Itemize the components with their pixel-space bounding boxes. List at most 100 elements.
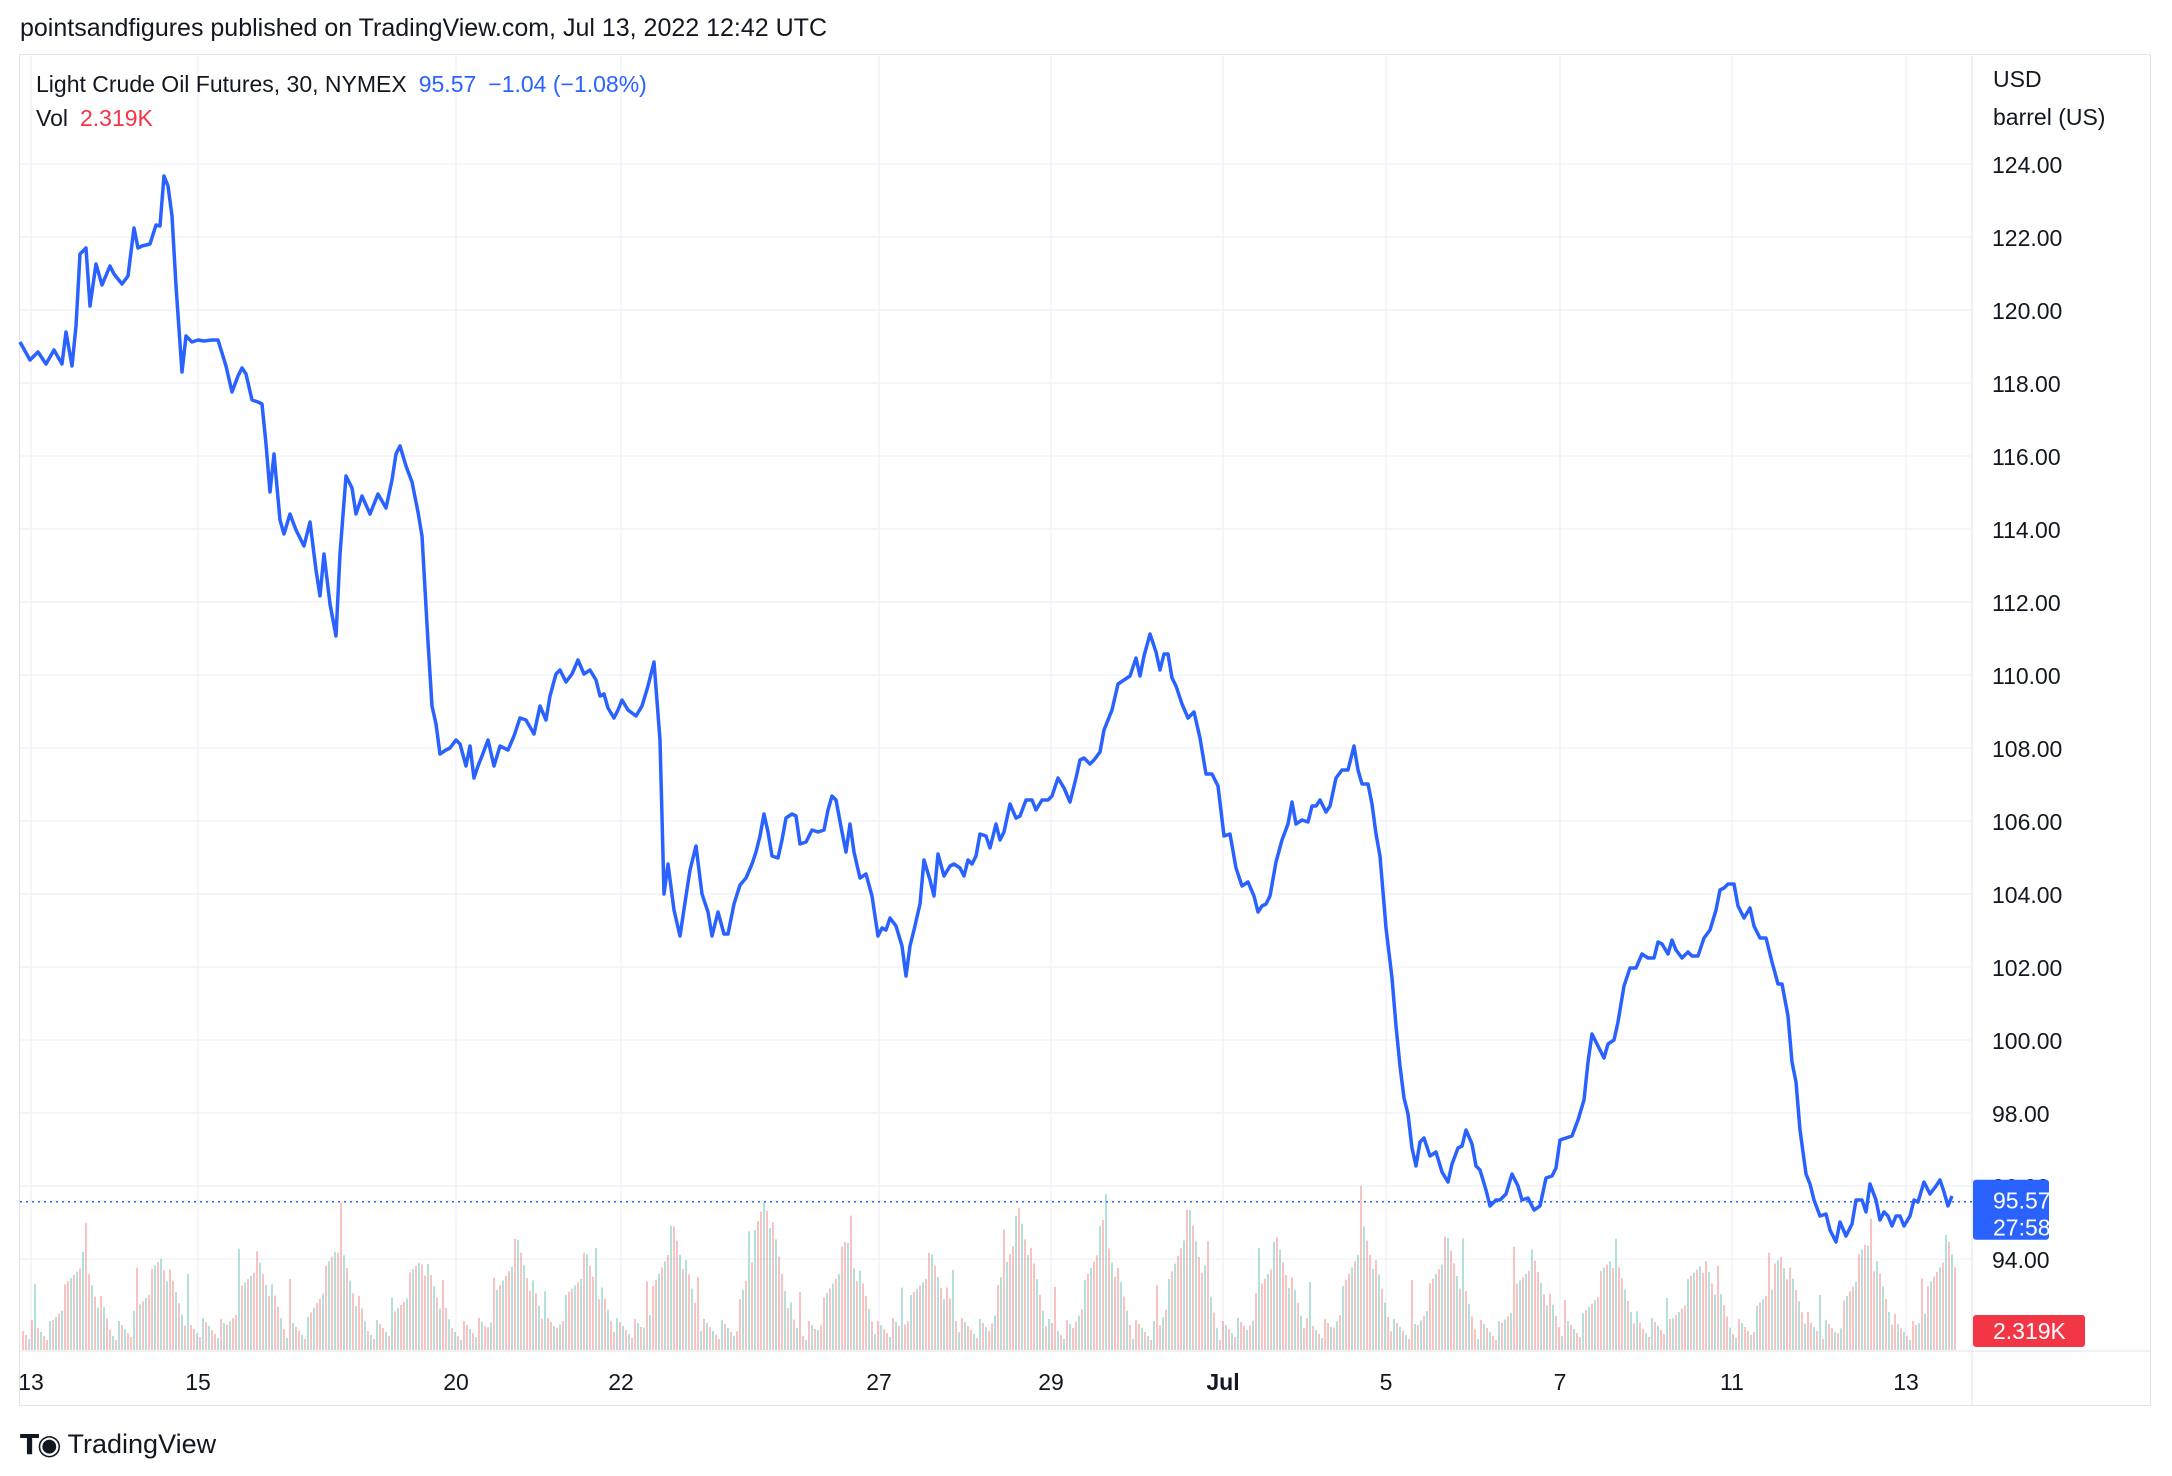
volume-bar <box>127 1333 129 1350</box>
volume-bar <box>511 1266 513 1350</box>
volume-bar <box>1516 1283 1518 1350</box>
volume-bar <box>1525 1274 1527 1350</box>
volume-bar <box>961 1318 963 1350</box>
price-tick-label: 104.00 <box>1992 882 2062 908</box>
volume-bar <box>283 1329 285 1350</box>
volume-bar <box>763 1202 765 1350</box>
legend-change: −1.04 (−1.08%) <box>488 71 647 97</box>
volume-bar <box>1765 1296 1767 1350</box>
volume-bar <box>1627 1300 1629 1350</box>
volume-bar <box>1261 1283 1263 1350</box>
price-tick-label: 94.00 <box>1992 1247 2050 1273</box>
volume-bar <box>541 1318 543 1350</box>
volume-bar <box>229 1321 231 1350</box>
volume-bar <box>1753 1331 1755 1350</box>
volume-bar <box>928 1252 930 1350</box>
volume-bar <box>175 1292 177 1350</box>
volume-bar <box>394 1311 396 1350</box>
volume-bar <box>484 1326 486 1350</box>
legend-volume: Vol 2.319K <box>36 105 153 132</box>
volume-bar <box>1351 1267 1353 1350</box>
volume-bar <box>880 1325 882 1350</box>
volume-bar <box>91 1285 93 1350</box>
volume-bar <box>1390 1331 1392 1350</box>
price-tick-label: 118.00 <box>1992 371 2061 397</box>
volume-bar <box>403 1301 405 1350</box>
volume-bar <box>1441 1264 1443 1350</box>
volume-bar <box>1939 1267 1941 1350</box>
volume-bar <box>307 1317 309 1350</box>
volume-bar <box>1945 1234 1947 1350</box>
volume-bar <box>1579 1337 1581 1350</box>
volume-bar <box>25 1335 27 1350</box>
volume-bar <box>1225 1325 1227 1350</box>
volume-bar <box>1315 1330 1317 1350</box>
volume-bar <box>67 1281 69 1350</box>
volume-bar <box>1126 1310 1128 1350</box>
volume-bar <box>964 1322 966 1350</box>
volume-bar <box>1255 1292 1257 1350</box>
volume-bar <box>856 1281 858 1350</box>
volume-bar <box>1933 1276 1935 1350</box>
volume-bar <box>1486 1328 1488 1350</box>
volume-bar <box>1477 1339 1479 1350</box>
volume-bar <box>913 1291 915 1350</box>
volume-bar <box>757 1220 759 1350</box>
volume-bar <box>625 1330 627 1350</box>
volume-bar <box>727 1328 729 1350</box>
volume-bar <box>1249 1325 1251 1350</box>
volume-bar <box>1300 1315 1302 1350</box>
volume-bar <box>1492 1336 1494 1350</box>
price-line[interactable] <box>18 174 1954 1244</box>
volume-bar <box>505 1275 507 1350</box>
volume-bar <box>280 1318 282 1350</box>
volume-bar <box>1447 1237 1449 1350</box>
volume-bar <box>1855 1281 1857 1350</box>
volume-bar <box>814 1329 816 1350</box>
volume-bar <box>868 1308 870 1350</box>
volume-bar <box>1843 1300 1845 1350</box>
volume-bar <box>1822 1339 1824 1350</box>
volume-bar <box>988 1331 990 1350</box>
volume-bar <box>1090 1267 1092 1350</box>
volume-bar <box>88 1274 90 1350</box>
volume-bar <box>628 1334 630 1350</box>
volume-bar <box>1384 1302 1386 1350</box>
volume-bar <box>847 1242 849 1350</box>
volume-bar <box>631 1338 633 1350</box>
volume-bar <box>1576 1333 1578 1350</box>
volume-bar <box>103 1307 105 1350</box>
volume-bar <box>391 1297 393 1350</box>
volume-bar <box>634 1319 636 1350</box>
volume-bar <box>1543 1294 1545 1350</box>
volume-bar <box>169 1269 171 1350</box>
volume-bar <box>1324 1319 1326 1350</box>
volume-bar <box>157 1262 159 1350</box>
volume-bar <box>1768 1252 1770 1350</box>
volume-bar <box>1438 1269 1440 1350</box>
volume-bar <box>202 1318 204 1350</box>
volume-bar <box>865 1296 867 1350</box>
volume-bar <box>676 1240 678 1350</box>
volume-bar <box>952 1269 954 1350</box>
volume-bar <box>841 1246 843 1350</box>
volume-bar <box>1285 1275 1287 1350</box>
volume-bar <box>736 1331 738 1350</box>
volume-bar <box>1795 1290 1797 1350</box>
tradingview-logo[interactable]: T◉ TradingView <box>20 1428 216 1461</box>
volume-bar <box>748 1231 750 1350</box>
volume-bar <box>397 1308 399 1350</box>
volume-bar <box>205 1322 207 1350</box>
volume-bar <box>487 1327 489 1350</box>
volume-bar <box>1588 1306 1590 1350</box>
volume-bar <box>601 1287 603 1350</box>
volume-bar <box>1270 1269 1272 1350</box>
volume-bar <box>538 1305 540 1350</box>
volume-bar <box>1063 1339 1065 1350</box>
volume-bar <box>22 1331 24 1350</box>
volume-bar <box>1567 1321 1569 1350</box>
volume-bar <box>1621 1278 1623 1350</box>
volume-bar <box>1594 1300 1596 1350</box>
volume-bar <box>1771 1289 1773 1350</box>
